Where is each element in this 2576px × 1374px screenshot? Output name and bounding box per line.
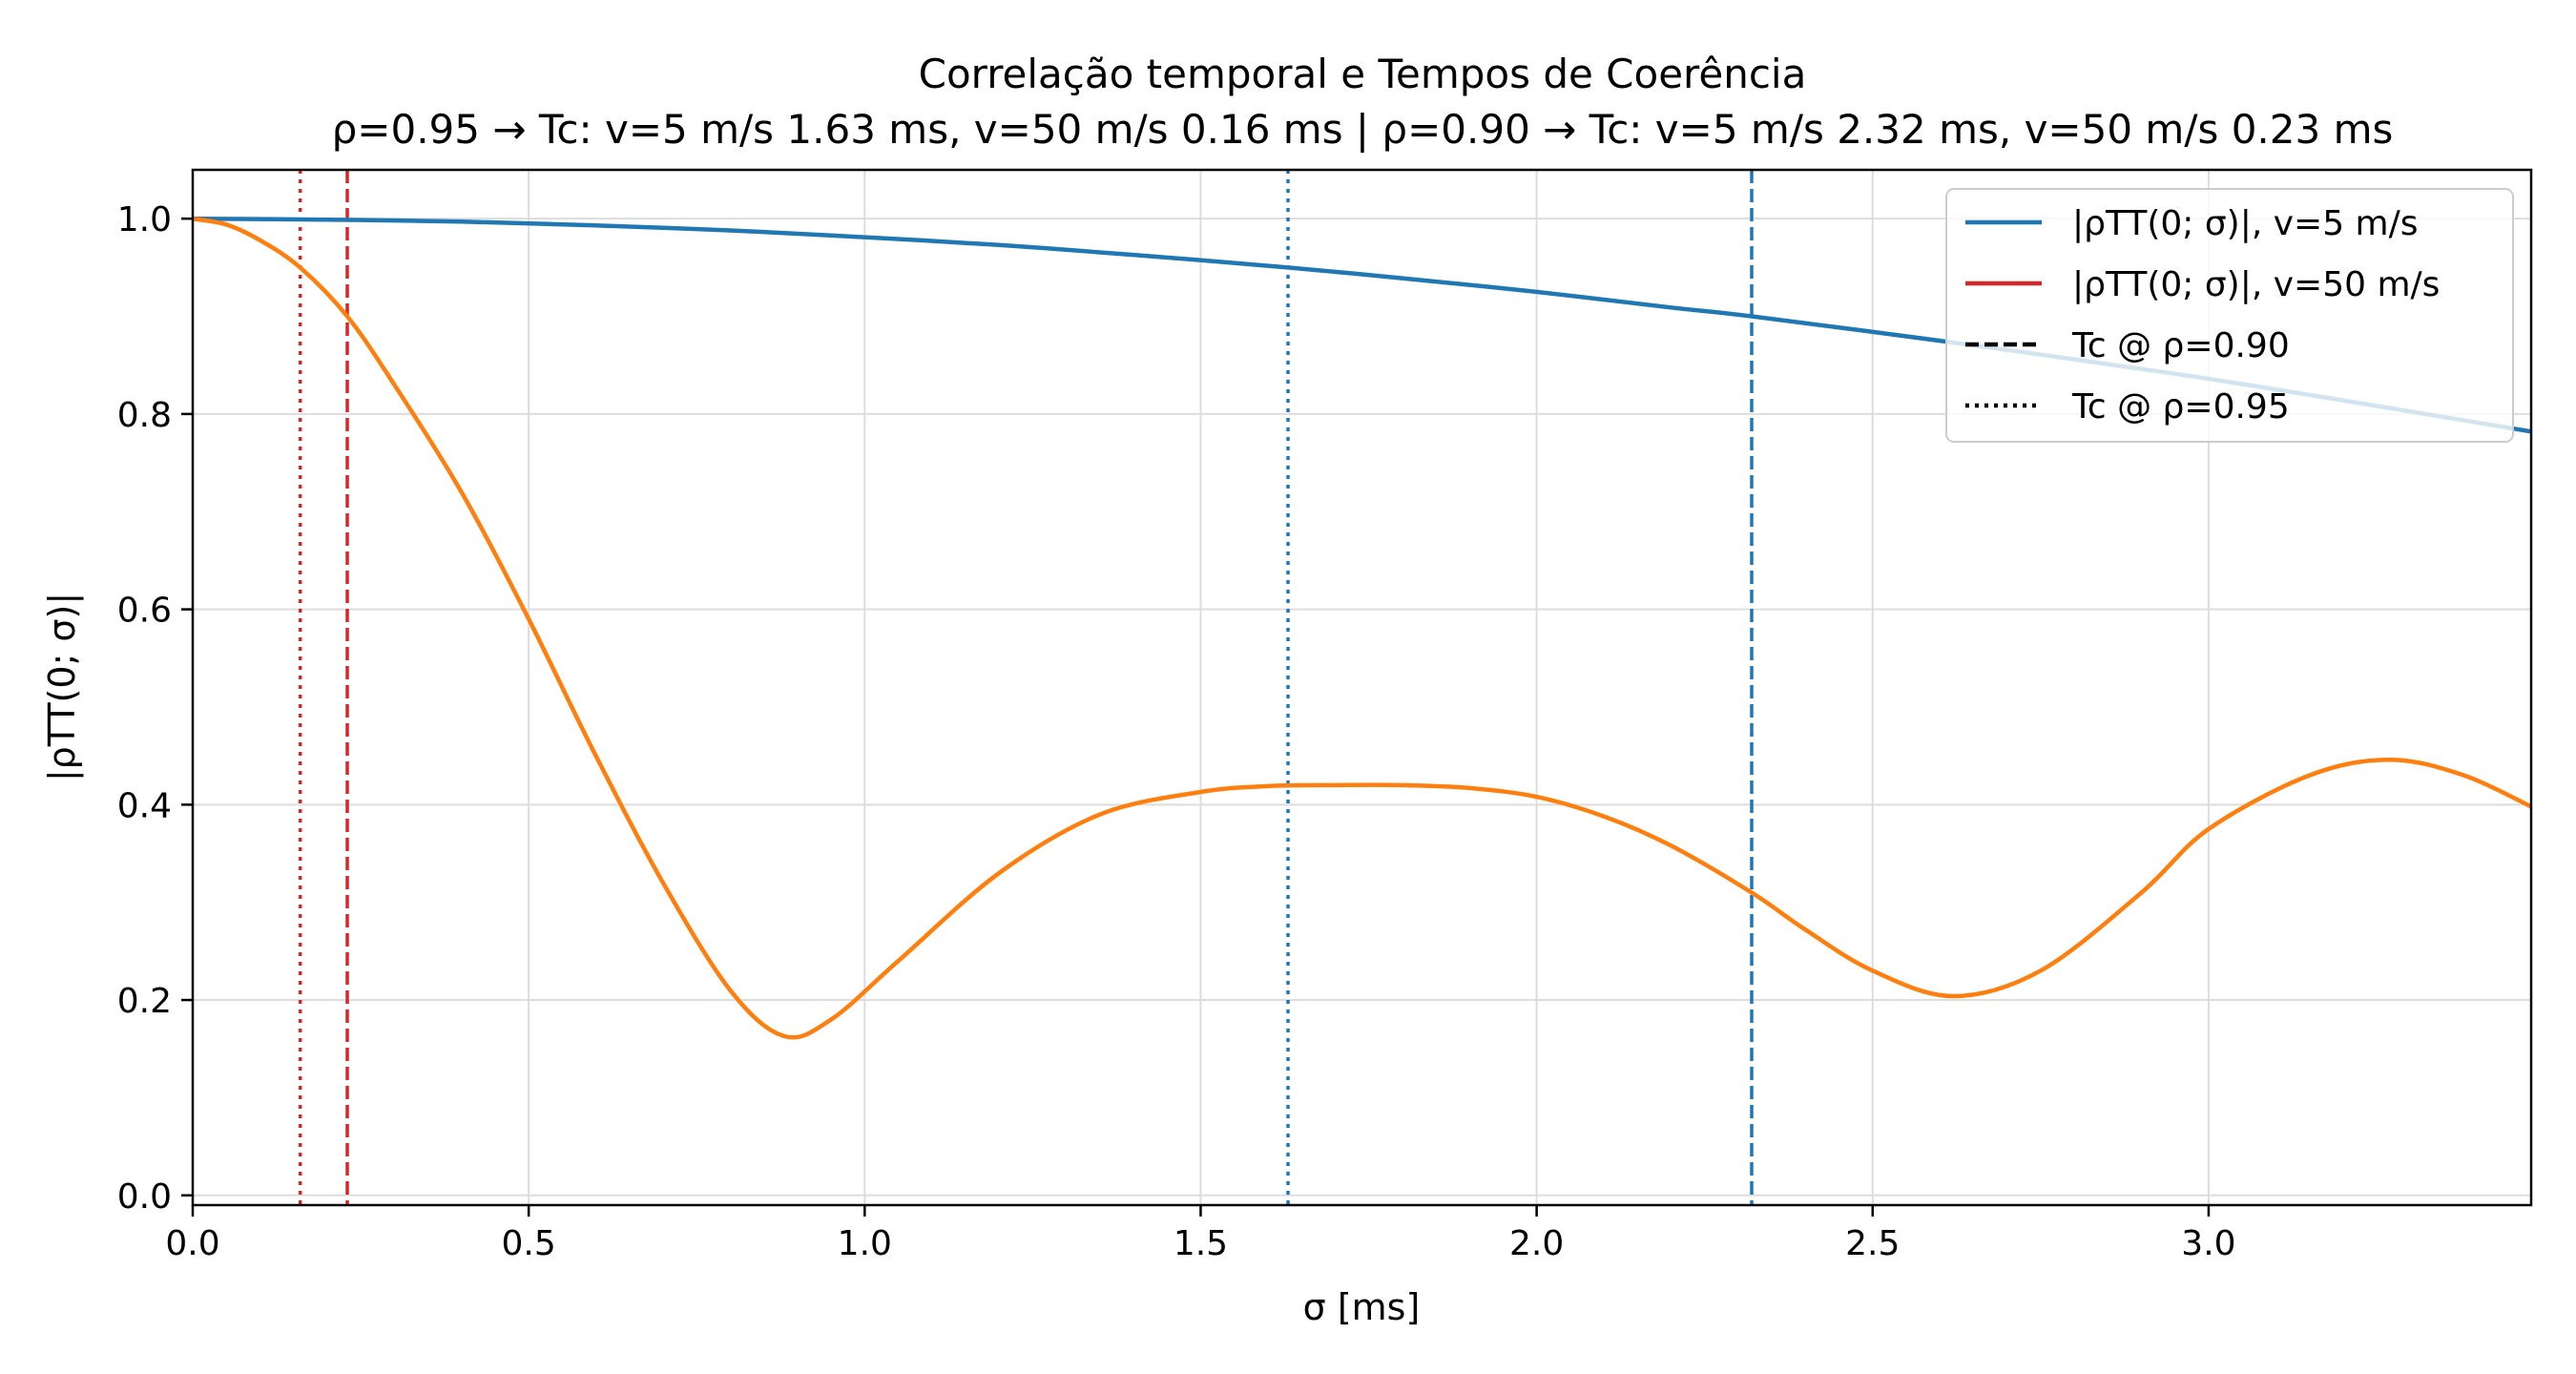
- x-tick-label: 1.0: [838, 1224, 892, 1263]
- legend-box: [1945, 188, 2514, 443]
- grid-lines: [192, 170, 2531, 1205]
- series-line-v50: [193, 216, 2531, 1040]
- y-tick-label: 0.8: [117, 396, 172, 435]
- coherence-time-markers: [298, 170, 1754, 1205]
- x-tick-label: 0.0: [165, 1224, 219, 1263]
- legend-label: |ρTT(0; σ)|, v=5 m/s: [2072, 204, 2419, 243]
- x-axis-label: σ [ms]: [1303, 1286, 1421, 1328]
- x-tick-label: 3.0: [2181, 1224, 2235, 1263]
- chart-title: Correlação temporal e Tempos de Coerênci…: [919, 51, 1807, 97]
- y-tick-label: 0.0: [117, 1177, 172, 1217]
- y-axis-label: |ρTT(0; σ)|: [41, 593, 84, 781]
- y-tick-label: 0.2: [117, 982, 172, 1021]
- x-tick-label: 0.5: [502, 1224, 556, 1263]
- legend-label: |ρTT(0; σ)|, v=50 m/s: [2072, 265, 2440, 304]
- y-tick-label: 0.4: [117, 786, 172, 825]
- y-axis-ticks: 0.0 0.2 0.4 0.6 0.8 1.0: [117, 200, 193, 1217]
- legend-label: Tc @ ρ=0.95: [2071, 387, 2290, 427]
- x-tick-label: 1.5: [1174, 1224, 1228, 1263]
- axes-frame: [191, 168, 2533, 1207]
- legend-label: Tc @ ρ=0.90: [2071, 326, 2290, 365]
- x-axis-ticks: 0.0 0.5 1.0 1.5 2.0 2.5 3.0: [165, 1205, 2236, 1263]
- y-tick-label: 1.0: [117, 200, 172, 239]
- chart-subtitle: ρ=0.95 → Tc: v=5 m/s 1.63 ms, v=50 m/s 0…: [332, 106, 2394, 153]
- x-tick-label: 2.5: [1845, 1224, 1900, 1263]
- x-tick-label: 2.0: [1509, 1224, 1564, 1263]
- y-tick-label: 0.6: [117, 592, 172, 631]
- legend: |ρTT(0; σ)|, v=5 m/s |ρTT(0; σ)|, v=50 m/…: [1945, 188, 2514, 443]
- plot-area: 0.0 0.5 1.0 1.5 2.0 2.5 3.0 0.0 0.2 0.4 0.6 0.8 1.0: [117, 168, 2533, 1263]
